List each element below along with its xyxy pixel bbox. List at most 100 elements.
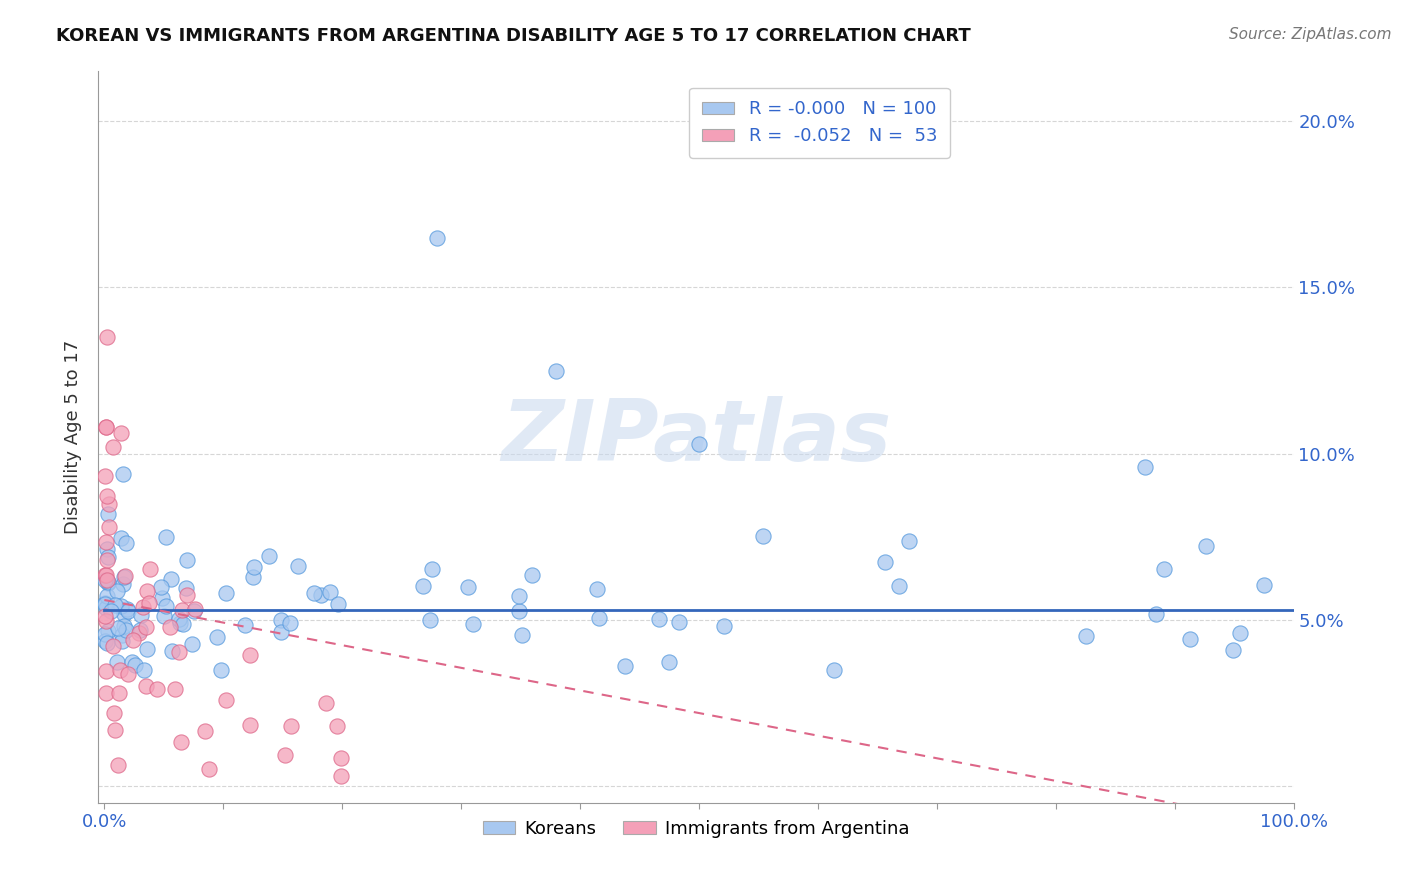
- Point: [302, 586, 325, 600]
- Point: [150, 591, 173, 606]
- Point: [287, 559, 309, 574]
- Point: [96, 489, 118, 503]
- Point: [94, 420, 117, 434]
- Point: [97, 624, 120, 638]
- Point: [135, 584, 157, 599]
- Point: [215, 693, 238, 707]
- Point: [1180, 632, 1202, 646]
- Point: [508, 589, 530, 603]
- Point: [97, 497, 120, 511]
- Point: [128, 625, 150, 640]
- Point: [114, 569, 136, 583]
- Point: [751, 529, 773, 543]
- Text: ZIPatlas: ZIPatlas: [501, 395, 891, 479]
- Point: [546, 363, 568, 377]
- Point: [315, 697, 337, 711]
- Point: [457, 580, 479, 594]
- Point: [97, 550, 120, 565]
- Point: [110, 599, 132, 613]
- Point: [103, 598, 125, 612]
- Point: [97, 507, 120, 521]
- Point: [146, 682, 169, 697]
- Point: [172, 603, 194, 617]
- Point: [209, 663, 232, 677]
- Point: [132, 663, 155, 677]
- Point: [233, 617, 256, 632]
- Point: [112, 570, 135, 584]
- Point: [101, 440, 124, 454]
- Legend: Koreans, Immigrants from Argentina: Koreans, Immigrants from Argentina: [475, 813, 917, 845]
- Point: [1153, 562, 1175, 576]
- Point: [96, 573, 118, 587]
- Point: [270, 613, 292, 627]
- Point: [259, 549, 281, 563]
- Point: [172, 616, 194, 631]
- Point: [114, 536, 136, 550]
- Point: [94, 534, 117, 549]
- Point: [713, 618, 735, 632]
- Point: [508, 603, 530, 617]
- Point: [93, 573, 115, 587]
- Point: [110, 531, 132, 545]
- Point: [129, 607, 152, 622]
- Point: [129, 623, 152, 637]
- Point: [96, 601, 118, 615]
- Point: [194, 723, 217, 738]
- Point: [96, 330, 118, 344]
- Point: [138, 596, 160, 610]
- Point: [94, 596, 117, 610]
- Point: [1222, 643, 1244, 657]
- Point: [153, 609, 176, 624]
- Point: [117, 602, 139, 616]
- Point: [426, 230, 449, 244]
- Point: [181, 637, 204, 651]
- Point: [94, 469, 117, 483]
- Point: [167, 612, 190, 626]
- Point: [330, 751, 353, 765]
- Point: [207, 631, 229, 645]
- Point: [155, 530, 177, 544]
- Point: [96, 553, 118, 567]
- Point: [280, 719, 302, 733]
- Point: [1253, 578, 1275, 592]
- Point: [412, 579, 434, 593]
- Point: [97, 520, 120, 534]
- Point: [135, 619, 157, 633]
- Point: [104, 723, 127, 737]
- Point: [165, 681, 187, 696]
- Point: [100, 604, 122, 618]
- Point: [510, 628, 533, 642]
- Point: [135, 679, 157, 693]
- Point: [94, 568, 117, 582]
- Point: [96, 614, 118, 628]
- Text: KOREAN VS IMMIGRANTS FROM ARGENTINA DISABILITY AGE 5 TO 17 CORRELATION CHART: KOREAN VS IMMIGRANTS FROM ARGENTINA DISA…: [56, 27, 972, 45]
- Point: [94, 633, 117, 648]
- Point: [170, 735, 193, 749]
- Point: [149, 580, 172, 594]
- Text: Source: ZipAtlas.com: Source: ZipAtlas.com: [1229, 27, 1392, 42]
- Point: [105, 583, 128, 598]
- Point: [108, 686, 131, 700]
- Point: [1229, 625, 1251, 640]
- Point: [174, 581, 197, 595]
- Point: [111, 628, 134, 642]
- Point: [309, 588, 332, 602]
- Point: [278, 615, 301, 630]
- Point: [155, 599, 177, 614]
- Point: [823, 663, 845, 677]
- Point: [648, 612, 671, 626]
- Point: [94, 686, 117, 700]
- Point: [105, 655, 128, 669]
- Point: [117, 604, 139, 618]
- Point: [159, 620, 181, 634]
- Point: [96, 589, 118, 603]
- Point: [588, 611, 610, 625]
- Point: [111, 467, 134, 481]
- Point: [668, 615, 690, 630]
- Point: [96, 636, 118, 650]
- Point: [176, 553, 198, 567]
- Point: [94, 420, 117, 434]
- Point: [1144, 607, 1167, 621]
- Point: [103, 706, 125, 720]
- Point: [160, 643, 183, 657]
